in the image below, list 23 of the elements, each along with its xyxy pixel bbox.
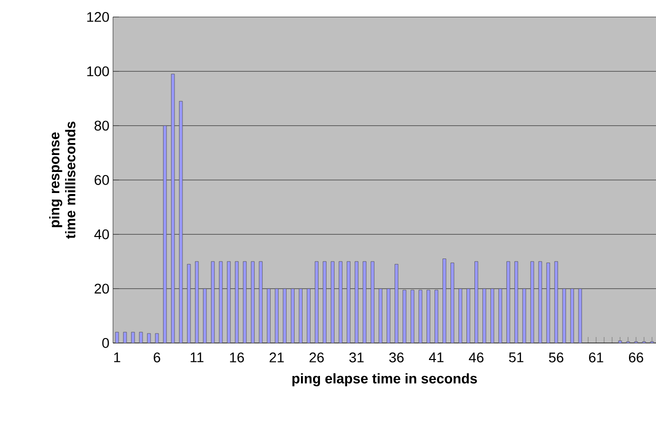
x-tick-label: 46 (468, 352, 484, 362)
x-tick-label: 26 (310, 352, 324, 362)
x-tick-label: 21 (270, 352, 284, 362)
y-tick-label: 40 (94, 229, 109, 240)
x-tick-label: 1 (114, 352, 120, 362)
x-tick-label: 51 (509, 352, 524, 362)
x-tick-label: 41 (428, 352, 444, 362)
y-tick-label: 60 (94, 175, 109, 185)
y-tick-label: 100 (87, 66, 109, 76)
y-tick-label: 0 (102, 338, 109, 348)
y-axis-title: ping response time milliseconds (49, 122, 76, 239)
x-axis-title: ping elapse time in seconds (292, 373, 477, 386)
x-tick-label: 56 (548, 352, 564, 362)
x-tick-label: 66 (628, 352, 644, 362)
y-tick-label: 20 (94, 284, 109, 294)
y-tick-label: 80 (94, 120, 109, 131)
x-tick-label: 36 (389, 352, 404, 362)
y-tick-label: 120 (87, 12, 109, 22)
x-tick-label: 11 (190, 352, 204, 362)
x-tick-label: 31 (349, 352, 364, 362)
x-tick-label: 61 (589, 352, 604, 362)
x-tick-label: 6 (154, 352, 160, 362)
x-tick-label: 16 (230, 352, 244, 362)
